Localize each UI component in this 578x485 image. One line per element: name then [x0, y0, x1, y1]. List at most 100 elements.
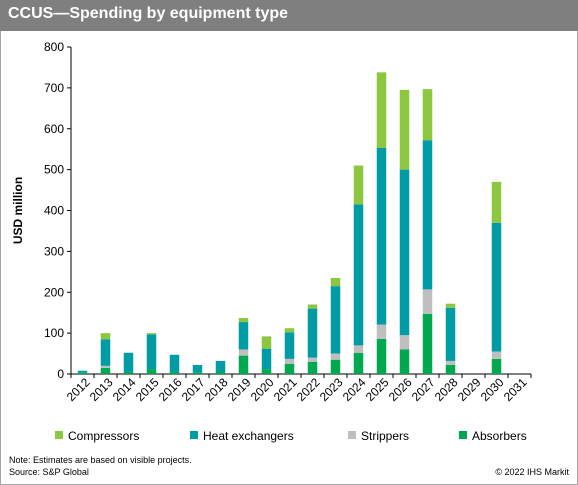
- bar-segment: [399, 349, 410, 374]
- bar-segment: [169, 371, 180, 374]
- title-bar: CCUS—Spending by equipment type: [0, 0, 578, 31]
- x-tick-label: 2028: [432, 375, 461, 404]
- bar-segment: [192, 372, 203, 374]
- legend-label: Absorbers: [472, 429, 527, 443]
- bar-segment: [238, 318, 249, 323]
- y-axis-label: USD million: [11, 177, 25, 244]
- bar-segment: [491, 181, 502, 223]
- bar-segment: [330, 286, 341, 354]
- bar-segment: [330, 277, 341, 287]
- bar-segment: [77, 370, 88, 373]
- x-tick-label: 2018: [202, 375, 231, 404]
- legend-label: Heat exchangers: [203, 429, 294, 443]
- bar-segment: [261, 348, 272, 370]
- bar-segment: [238, 349, 249, 356]
- source-note: Source: S&P Global: [9, 467, 89, 477]
- x-tick-label: 2013: [87, 375, 116, 404]
- legend-swatch: [190, 431, 198, 439]
- bar-segment: [353, 352, 364, 374]
- y-tick-label: 600: [44, 122, 64, 136]
- legend-swatch: [459, 431, 467, 439]
- bar-segment: [445, 307, 456, 361]
- bar-segment: [284, 332, 295, 359]
- x-tick-label: 2029: [455, 375, 484, 404]
- bar-segment: [330, 353, 341, 360]
- bar-segment: [215, 371, 226, 374]
- bar-segment: [238, 355, 249, 374]
- y-tick-label: 400: [44, 204, 64, 218]
- bar-segment: [100, 365, 111, 368]
- bar-segment: [422, 89, 433, 141]
- bar-segment: [491, 351, 502, 359]
- bar-segment: [261, 336, 272, 349]
- bar-segment: [399, 89, 410, 170]
- x-tick-label: 2016: [156, 375, 185, 404]
- x-tick-label: 2022: [294, 375, 323, 404]
- bar-segment: [376, 324, 387, 339]
- bar-segment: [100, 339, 111, 366]
- bar-segment: [330, 359, 341, 374]
- footnote: Note: Estimates are based on visible pro…: [9, 455, 192, 465]
- x-tick-label: 2017: [179, 375, 208, 404]
- bar-segment: [284, 328, 295, 333]
- bar-segment: [169, 354, 180, 372]
- x-tick-label: 2019: [225, 375, 254, 404]
- x-tick-label: 2015: [133, 375, 162, 404]
- bar-segment: [77, 372, 88, 374]
- bar-segment: [261, 369, 272, 374]
- x-tick-label: 2021: [271, 375, 300, 404]
- y-tick-label: 700: [44, 81, 64, 95]
- bar-segment: [307, 308, 318, 358]
- bar-segment: [376, 72, 387, 148]
- bar-segment: [445, 360, 456, 366]
- bar-segment: [307, 361, 318, 374]
- bar-segment: [353, 165, 364, 205]
- chart-title: CCUS—Spending by equipment type: [8, 5, 289, 22]
- bar-segment: [100, 333, 111, 340]
- bar-segment: [422, 313, 433, 374]
- bar-segment: [146, 334, 157, 370]
- x-tick-label: 2027: [409, 375, 438, 404]
- x-tick-label: 2031: [501, 375, 530, 404]
- bar-segment: [192, 365, 203, 373]
- legend-swatch: [348, 431, 356, 439]
- bar-segment: [307, 357, 318, 362]
- y-tick-label: 100: [44, 326, 64, 340]
- bar-segment: [353, 204, 364, 346]
- bar-segment: [376, 338, 387, 374]
- legend-label: Compressors: [68, 429, 139, 443]
- y-tick-label: 0: [57, 367, 64, 381]
- y-tick-label: 200: [44, 285, 64, 299]
- x-tick-label: 2023: [317, 375, 346, 404]
- legend-swatch: [55, 431, 63, 439]
- bar-segment: [399, 335, 410, 350]
- copyright-note: © 2022 IHS Markit: [495, 467, 569, 477]
- bar-segment: [445, 303, 456, 308]
- bar-segment: [491, 222, 502, 352]
- bar-segment: [376, 147, 387, 325]
- bar-segment: [123, 352, 134, 372]
- bar-segment: [284, 358, 295, 364]
- x-tick-label: 2025: [363, 375, 392, 404]
- x-tick-label: 2024: [340, 375, 369, 404]
- bar-segment: [353, 345, 364, 353]
- x-tick-label: 2012: [64, 375, 93, 404]
- legend-label: Strippers: [361, 429, 409, 443]
- bar-segment: [123, 371, 134, 374]
- bar-segment: [445, 365, 456, 374]
- bar-segment: [146, 369, 157, 374]
- x-tick-label: 2014: [110, 375, 139, 404]
- bar-segment: [238, 322, 249, 350]
- bar-segment: [215, 360, 226, 372]
- bar-segment: [491, 358, 502, 374]
- y-tick-label: 800: [44, 40, 64, 54]
- x-tick-label: 2030: [478, 375, 507, 404]
- x-tick-label: 2020: [248, 375, 277, 404]
- bar-segment: [100, 367, 111, 374]
- bar-segment: [307, 304, 318, 309]
- bar-segment: [399, 169, 410, 336]
- bar-segment: [422, 140, 433, 290]
- y-tick-label: 300: [44, 244, 64, 258]
- y-tick-label: 500: [44, 163, 64, 177]
